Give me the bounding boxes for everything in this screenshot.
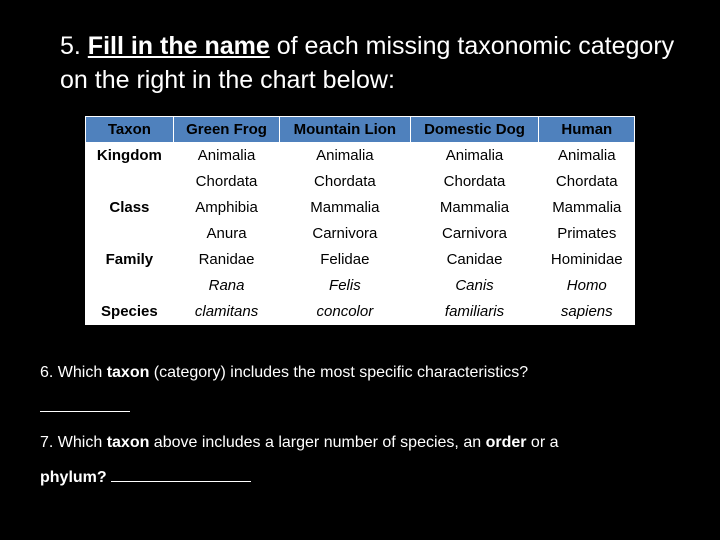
data-cell: Carnivora	[280, 220, 411, 246]
data-cell: Animalia	[539, 142, 635, 168]
q5-bold: Fill in the name	[88, 32, 270, 60]
data-cell: familiaris	[410, 298, 539, 324]
table-row: KingdomAnimaliaAnimaliaAnimaliaAnimalia	[85, 142, 634, 168]
data-cell: Ranidae	[173, 246, 279, 272]
table-row: ChordataChordataChordataChordata	[85, 168, 634, 194]
col-header: Human	[539, 116, 635, 142]
taxon-cell	[85, 168, 173, 194]
q7-blank[interactable]	[111, 467, 251, 482]
data-cell: Primates	[539, 220, 635, 246]
taxon-cell: Kingdom	[85, 142, 173, 168]
table-row: RanaFelisCanisHomo	[85, 272, 634, 298]
data-cell: Chordata	[539, 168, 635, 194]
taxon-cell: Family	[85, 246, 173, 272]
data-cell: Hominidae	[539, 246, 635, 272]
table-row: ClassAmphibiaMammaliaMammaliaMammalia	[85, 194, 634, 220]
col-header: Green Frog	[173, 116, 279, 142]
table-row: AnuraCarnivoraCarnivoraPrimates	[85, 220, 634, 246]
taxon-cell: Species	[85, 298, 173, 324]
q7-prefix: 7. Which	[40, 434, 107, 451]
taxon-cell	[85, 220, 173, 246]
data-cell: concolor	[280, 298, 411, 324]
data-cell: Chordata	[410, 168, 539, 194]
data-cell: Chordata	[173, 168, 279, 194]
data-cell: Amphibia	[173, 194, 279, 220]
q6-prefix: 6. Which	[40, 364, 107, 381]
data-cell: Felidae	[280, 246, 411, 272]
data-cell: Mammalia	[539, 194, 635, 220]
data-cell: sapiens	[539, 298, 635, 324]
data-cell: Canis	[410, 272, 539, 298]
taxonomy-table: Taxon Green Frog Mountain Lion Domestic …	[85, 116, 635, 325]
data-cell: Animalia	[173, 142, 279, 168]
data-cell: Rana	[173, 272, 279, 298]
q7-mid: above includes a larger number of specie…	[149, 434, 485, 451]
question-5: 5. Fill in the name of each missing taxo…	[40, 30, 680, 98]
col-header: Domestic Dog	[410, 116, 539, 142]
data-cell: Felis	[280, 272, 411, 298]
taxon-cell: Class	[85, 194, 173, 220]
col-header: Taxon	[85, 116, 173, 142]
question-6: 6. Which taxon (category) includes the m…	[40, 355, 680, 425]
table-header-row: Taxon Green Frog Mountain Lion Domestic …	[85, 116, 634, 142]
table-row: Speciesclamitansconcolorfamiliarissapien…	[85, 298, 634, 324]
table-row: FamilyRanidaeFelidaeCanidaeHominidae	[85, 246, 634, 272]
q7-mid2: or a	[526, 434, 558, 451]
col-header: Mountain Lion	[280, 116, 411, 142]
data-cell: Animalia	[280, 142, 411, 168]
data-cell: Mammalia	[280, 194, 411, 220]
data-cell: Anura	[173, 220, 279, 246]
q7-bold2: order	[486, 434, 527, 451]
data-cell: Animalia	[410, 142, 539, 168]
question-7: 7. Which taxon above includes a larger n…	[40, 425, 680, 495]
q7-bold3: phylum?	[40, 469, 107, 486]
data-cell: Canidae	[410, 246, 539, 272]
q6-bold: taxon	[107, 364, 150, 381]
data-cell: Carnivora	[410, 220, 539, 246]
q5-prefix: 5.	[60, 32, 88, 60]
data-cell: Mammalia	[410, 194, 539, 220]
data-cell: Homo	[539, 272, 635, 298]
data-cell: Chordata	[280, 168, 411, 194]
q7-bold1: taxon	[107, 434, 150, 451]
taxon-cell	[85, 272, 173, 298]
data-cell: clamitans	[173, 298, 279, 324]
q6-blank[interactable]	[40, 396, 130, 411]
q6-rest: (category) includes the most specific ch…	[149, 364, 528, 381]
table-body: KingdomAnimaliaAnimaliaAnimaliaAnimaliaC…	[85, 142, 634, 324]
